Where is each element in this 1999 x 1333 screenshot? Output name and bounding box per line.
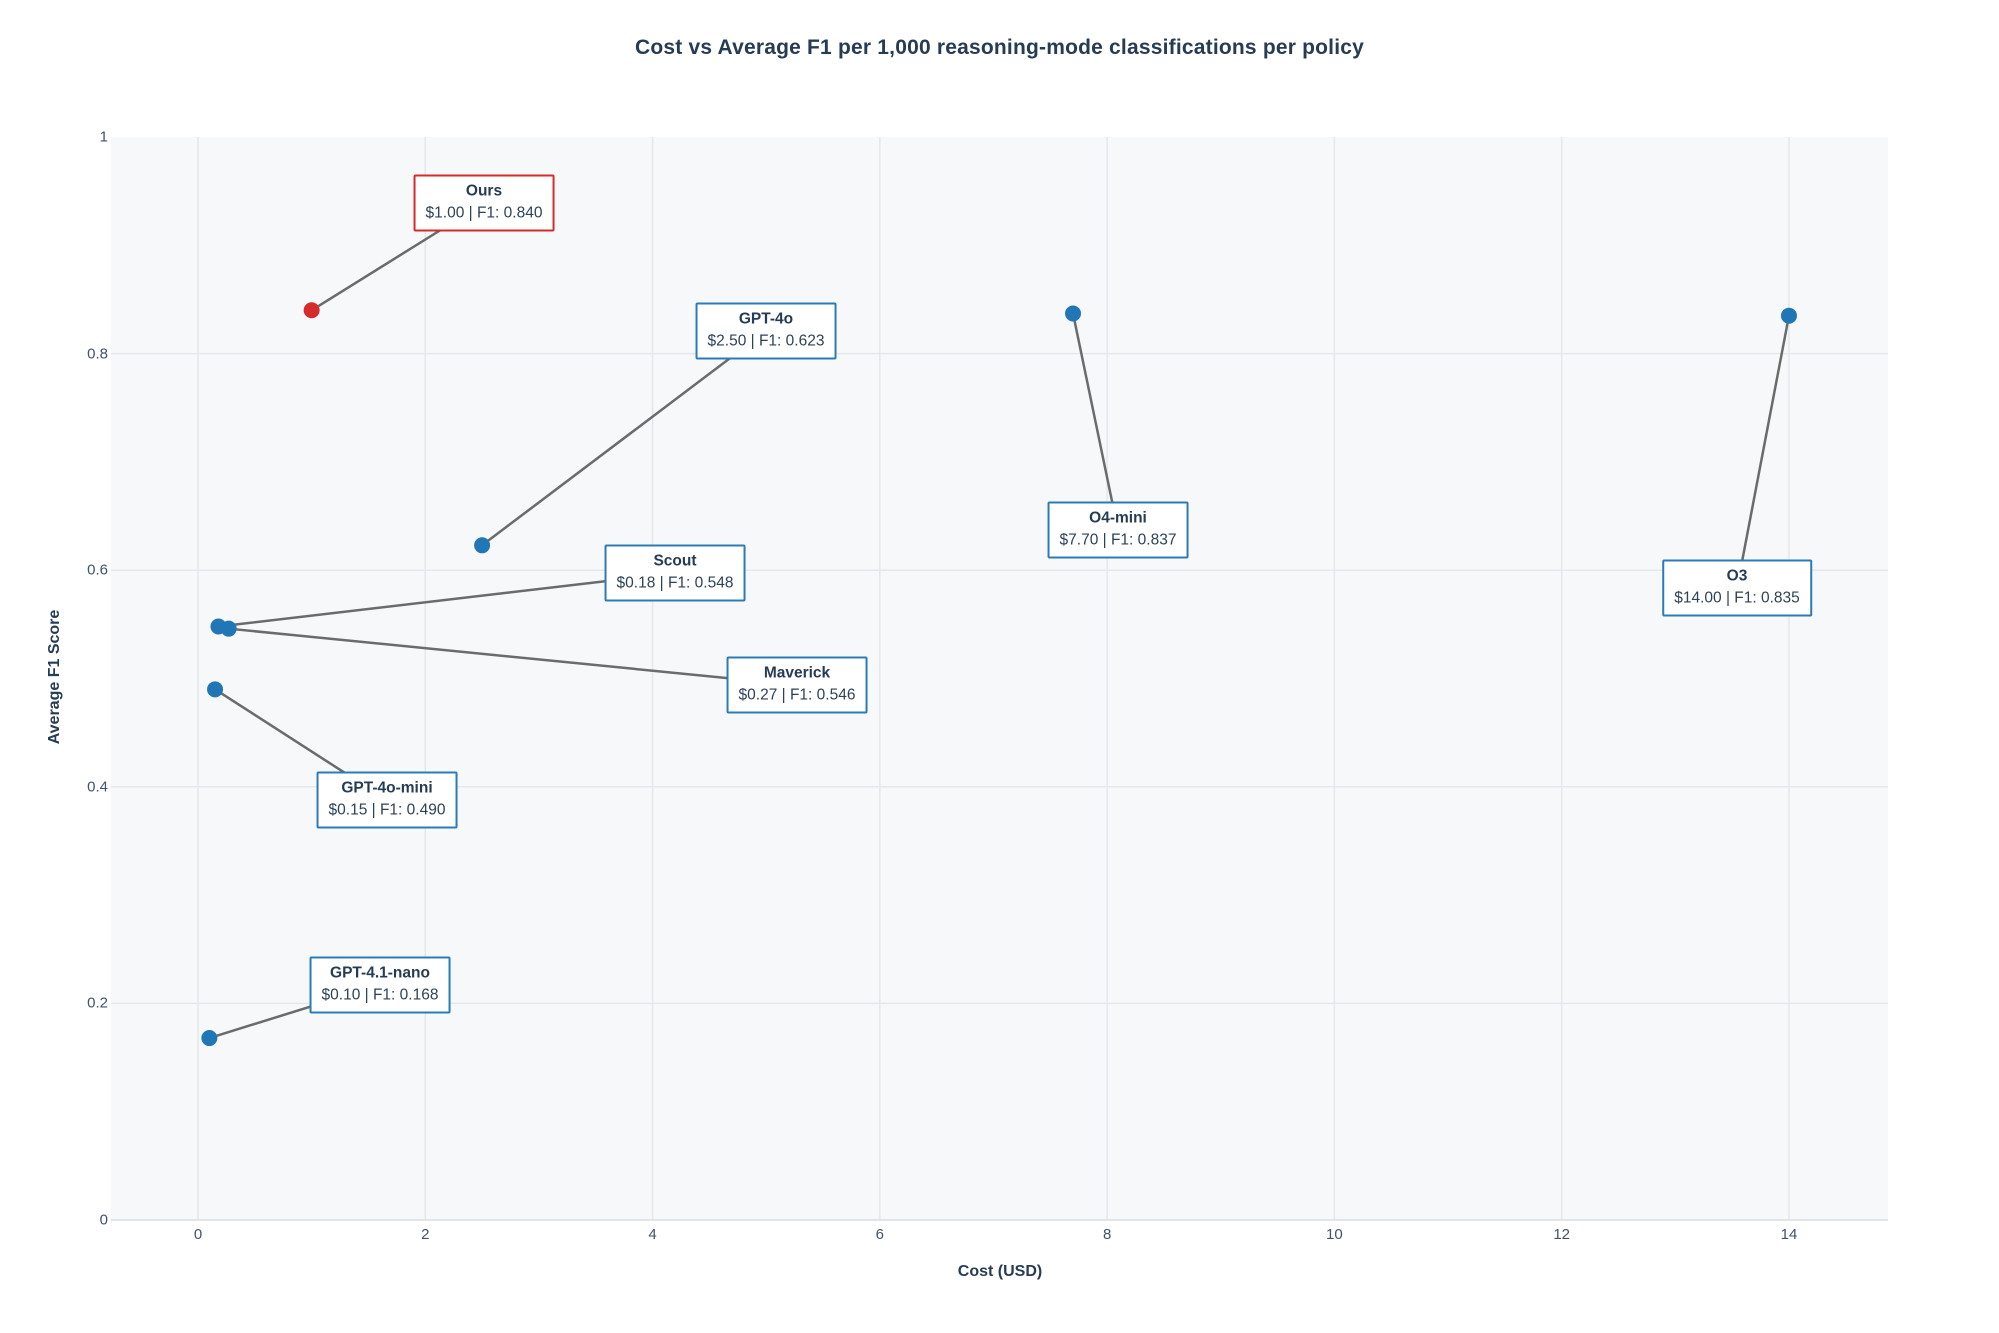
y-tick-label-0.6: 0.6 [87,561,108,579]
annotation-model-name: O3 [1726,567,1748,585]
annotation-O3: O3 $14.00 | F1: 0.835 [1662,559,1812,617]
x-tick-label-8: 8 [1102,1226,1112,1243]
annotation-model-value: $0.18 | F1: 0.548 [616,574,734,592]
y-tick-label-0.2: 0.2 [87,994,108,1012]
plot-background [111,137,1888,1220]
leader-line-Scout [218,571,676,628]
annotation-model-name: Ours [465,182,503,200]
annotation-model-name: O4-mini [1089,509,1147,527]
data-point-GPT-4o-mini[interactable] [207,681,224,698]
annotation-model-value: $7.70 | F1: 0.837 [1059,531,1177,549]
data-point-GPT-4o[interactable] [474,537,491,554]
y-tick-label-0.8: 0.8 [87,345,108,363]
leader-line-O4-mini [1071,313,1120,531]
x-tick-label-12: 12 [1553,1226,1571,1243]
annotation-O4-mini: O4-mini $7.70 | F1: 0.837 [1047,501,1189,559]
x-tick-label-10: 10 [1326,1226,1343,1243]
annotation-model-name: Maverick [763,664,831,682]
annotation-model-name: GPT-4o [738,310,794,328]
annotation-model-value: $14.00 | F1: 0.835 [1674,589,1800,607]
data-point-O3[interactable] [1780,307,1797,324]
annotation-model-name: GPT-4o-mini [341,779,433,797]
annotation-model-name: Scout [653,552,697,570]
annotation-model-value: $2.50 | F1: 0.623 [707,332,825,350]
leader-line-GPT-4o [481,330,767,547]
y-tick-label-1: 1 [99,128,108,146]
data-point-Maverick[interactable] [220,620,237,637]
x-tick-label-6: 6 [875,1226,884,1243]
chart-title: Cost vs Average F1 per 1,000 reasoning-m… [634,36,1365,59]
data-point-GPT-4.1-nano[interactable] [201,1030,218,1047]
annotation-Maverick: Maverick $0.27 | F1: 0.546 [726,656,868,714]
x-tick-label-2: 2 [421,1226,430,1243]
data-point-O4-mini[interactable] [1065,305,1082,322]
annotation-model-value: $1.00 | F1: 0.840 [425,204,543,222]
x-tick-label-0: 0 [193,1226,203,1243]
x-tick-label-4: 4 [648,1226,657,1243]
y-tick-label-0: 0 [99,1211,108,1229]
leader-line-Maverick [228,627,798,687]
annotation-model-value: $0.15 | F1: 0.490 [328,801,446,819]
y-axis-title: Average F1 Score [46,609,63,745]
annotation-Ours: Ours $1.00 | F1: 0.840 [413,174,555,232]
annotation-model-value: $0.10 | F1: 0.168 [321,986,439,1004]
annotation-Scout: Scout $0.18 | F1: 0.548 [604,544,746,602]
x-axis-title: Cost (USD) [957,1263,1043,1280]
annotation-model-name: GPT-4.1-nano [330,964,430,982]
x-tick-label-14: 14 [1780,1226,1798,1243]
annotation-GPT-4o: GPT-4o $2.50 | F1: 0.623 [695,302,837,360]
annotation-GPT-4.1-nano: GPT-4.1-nano $0.10 | F1: 0.168 [309,956,451,1014]
annotation-GPT-4o-mini: GPT-4o-mini $0.15 | F1: 0.490 [316,771,458,829]
leader-line-O3 [1735,315,1791,589]
data-point-Ours[interactable] [303,302,320,319]
y-tick-label-0.4: 0.4 [87,778,108,796]
annotation-model-value: $0.27 | F1: 0.546 [738,686,856,704]
